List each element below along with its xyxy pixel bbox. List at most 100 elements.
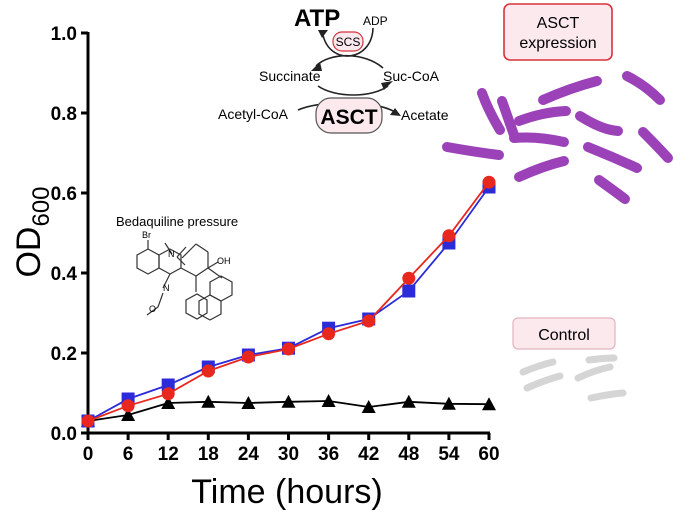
x-tick-label: 24	[238, 444, 260, 465]
bond	[195, 267, 209, 277]
bacterium	[497, 96, 519, 140]
bacterium	[575, 111, 623, 136]
data-point	[121, 408, 136, 421]
data-point	[81, 414, 95, 428]
atp-label: ATP	[294, 5, 340, 32]
data-point	[241, 396, 256, 409]
data-point	[402, 271, 416, 285]
x-tick-label: 60	[478, 444, 499, 465]
asct-expression-frame	[503, 3, 613, 61]
x-tick-label: 30	[278, 444, 299, 465]
y-tick-label: 0.0	[51, 424, 77, 445]
data-point	[441, 396, 456, 410]
series-circle	[81, 175, 496, 428]
x-tick-label: 48	[398, 444, 419, 465]
naphthyl-ring-b	[198, 294, 222, 321]
bacterium	[574, 363, 614, 382]
bacterium	[538, 76, 602, 105]
scs-arrowhead	[318, 30, 328, 38]
data-point	[482, 397, 496, 411]
suc-coa-label: Suc-CoA	[383, 68, 440, 84]
asct-bacteria-cluster	[442, 71, 673, 204]
bond	[157, 292, 164, 308]
bedaquiline-molecule	[136, 240, 233, 321]
bacterium	[594, 175, 630, 204]
y-tick-label: 0.6	[51, 184, 77, 205]
data-point	[201, 394, 216, 408]
data-point	[241, 350, 255, 364]
bacterium	[587, 389, 627, 402]
x-tick-label: 6	[123, 444, 134, 465]
data-point	[322, 327, 336, 341]
y-tick-label: 0.2	[51, 344, 77, 365]
bacterium	[514, 106, 571, 126]
asct-expression-line1: ASCT	[537, 15, 580, 32]
bacterium	[519, 358, 557, 376]
x-tick-label: 0	[83, 444, 94, 465]
data-point	[281, 394, 296, 408]
bond	[181, 243, 197, 259]
bacterium	[585, 354, 618, 364]
data-point	[201, 364, 215, 378]
x-axis-title: Time (hours)	[191, 473, 382, 511]
data-point	[402, 284, 416, 298]
x-tick-label: 42	[358, 444, 379, 465]
control-frame	[512, 317, 616, 350]
y-tick-label: 1.0	[51, 24, 77, 45]
bedaquiline-structure: Bedaquiline pressure	[116, 214, 238, 321]
bond	[176, 246, 187, 258]
x-tick-label: 54	[438, 444, 460, 465]
bond	[146, 306, 159, 316]
data-point	[482, 175, 496, 189]
mol-oh-label: OH	[217, 256, 231, 266]
control-bacteria-cluster	[519, 354, 627, 402]
y-tick-label: 0.4	[51, 264, 78, 285]
asct-pill-label: ASCT	[320, 106, 377, 129]
data-point	[161, 387, 175, 401]
mol-n2-label: N	[168, 249, 175, 259]
phenyl-ring	[185, 293, 208, 320]
control-box: Control	[512, 317, 616, 350]
x-ticks: 0 6 12 18 24 30 36 42 48 54 60	[83, 433, 500, 465]
data-point	[161, 396, 176, 409]
x-tick-label: 12	[158, 444, 179, 465]
mol-o-label: O	[149, 304, 156, 314]
data-point	[401, 394, 416, 408]
mol-br-label: Br	[142, 230, 151, 240]
data-point	[361, 400, 376, 413]
cycle-arrow-top	[315, 55, 384, 69]
mol-n1-label: N	[163, 283, 170, 293]
y-tick-label: 0.8	[51, 104, 77, 125]
cycle-arrow-bottom	[317, 85, 389, 96]
y-axis-title-subscript: 600	[28, 186, 55, 226]
y-axis-title: OD600	[10, 186, 55, 277]
asct-expression-line2: expression	[519, 35, 596, 52]
series-triangle	[81, 394, 496, 427]
succinate-label: Succinate	[259, 68, 321, 84]
bedaquiline-label: Bedaquiline pressure	[116, 214, 238, 229]
acetyl-arrowhead	[390, 108, 401, 116]
bacterium	[583, 142, 642, 173]
asct-pill	[315, 97, 383, 134]
bacterium	[523, 372, 564, 392]
series-layer	[81, 175, 496, 428]
cycle-arrowhead-top	[311, 62, 322, 71]
data-point	[121, 399, 135, 413]
bacterium	[622, 71, 665, 105]
scs-badge	[332, 31, 364, 52]
bond	[164, 242, 173, 255]
data-point	[362, 314, 376, 328]
data-point	[321, 394, 336, 407]
quinoline-ring-a	[136, 248, 160, 275]
adp-label: ADP	[363, 14, 388, 28]
control-label: Control	[538, 327, 590, 344]
bond	[207, 261, 219, 269]
bacterium	[509, 132, 569, 147]
bond	[180, 267, 197, 277]
acetate-label: Acetate	[401, 107, 449, 123]
cycle-arrowhead-bottom	[381, 81, 393, 90]
x-tick-label: 18	[198, 444, 219, 465]
bacterium	[638, 127, 673, 163]
bacterium	[514, 156, 569, 182]
